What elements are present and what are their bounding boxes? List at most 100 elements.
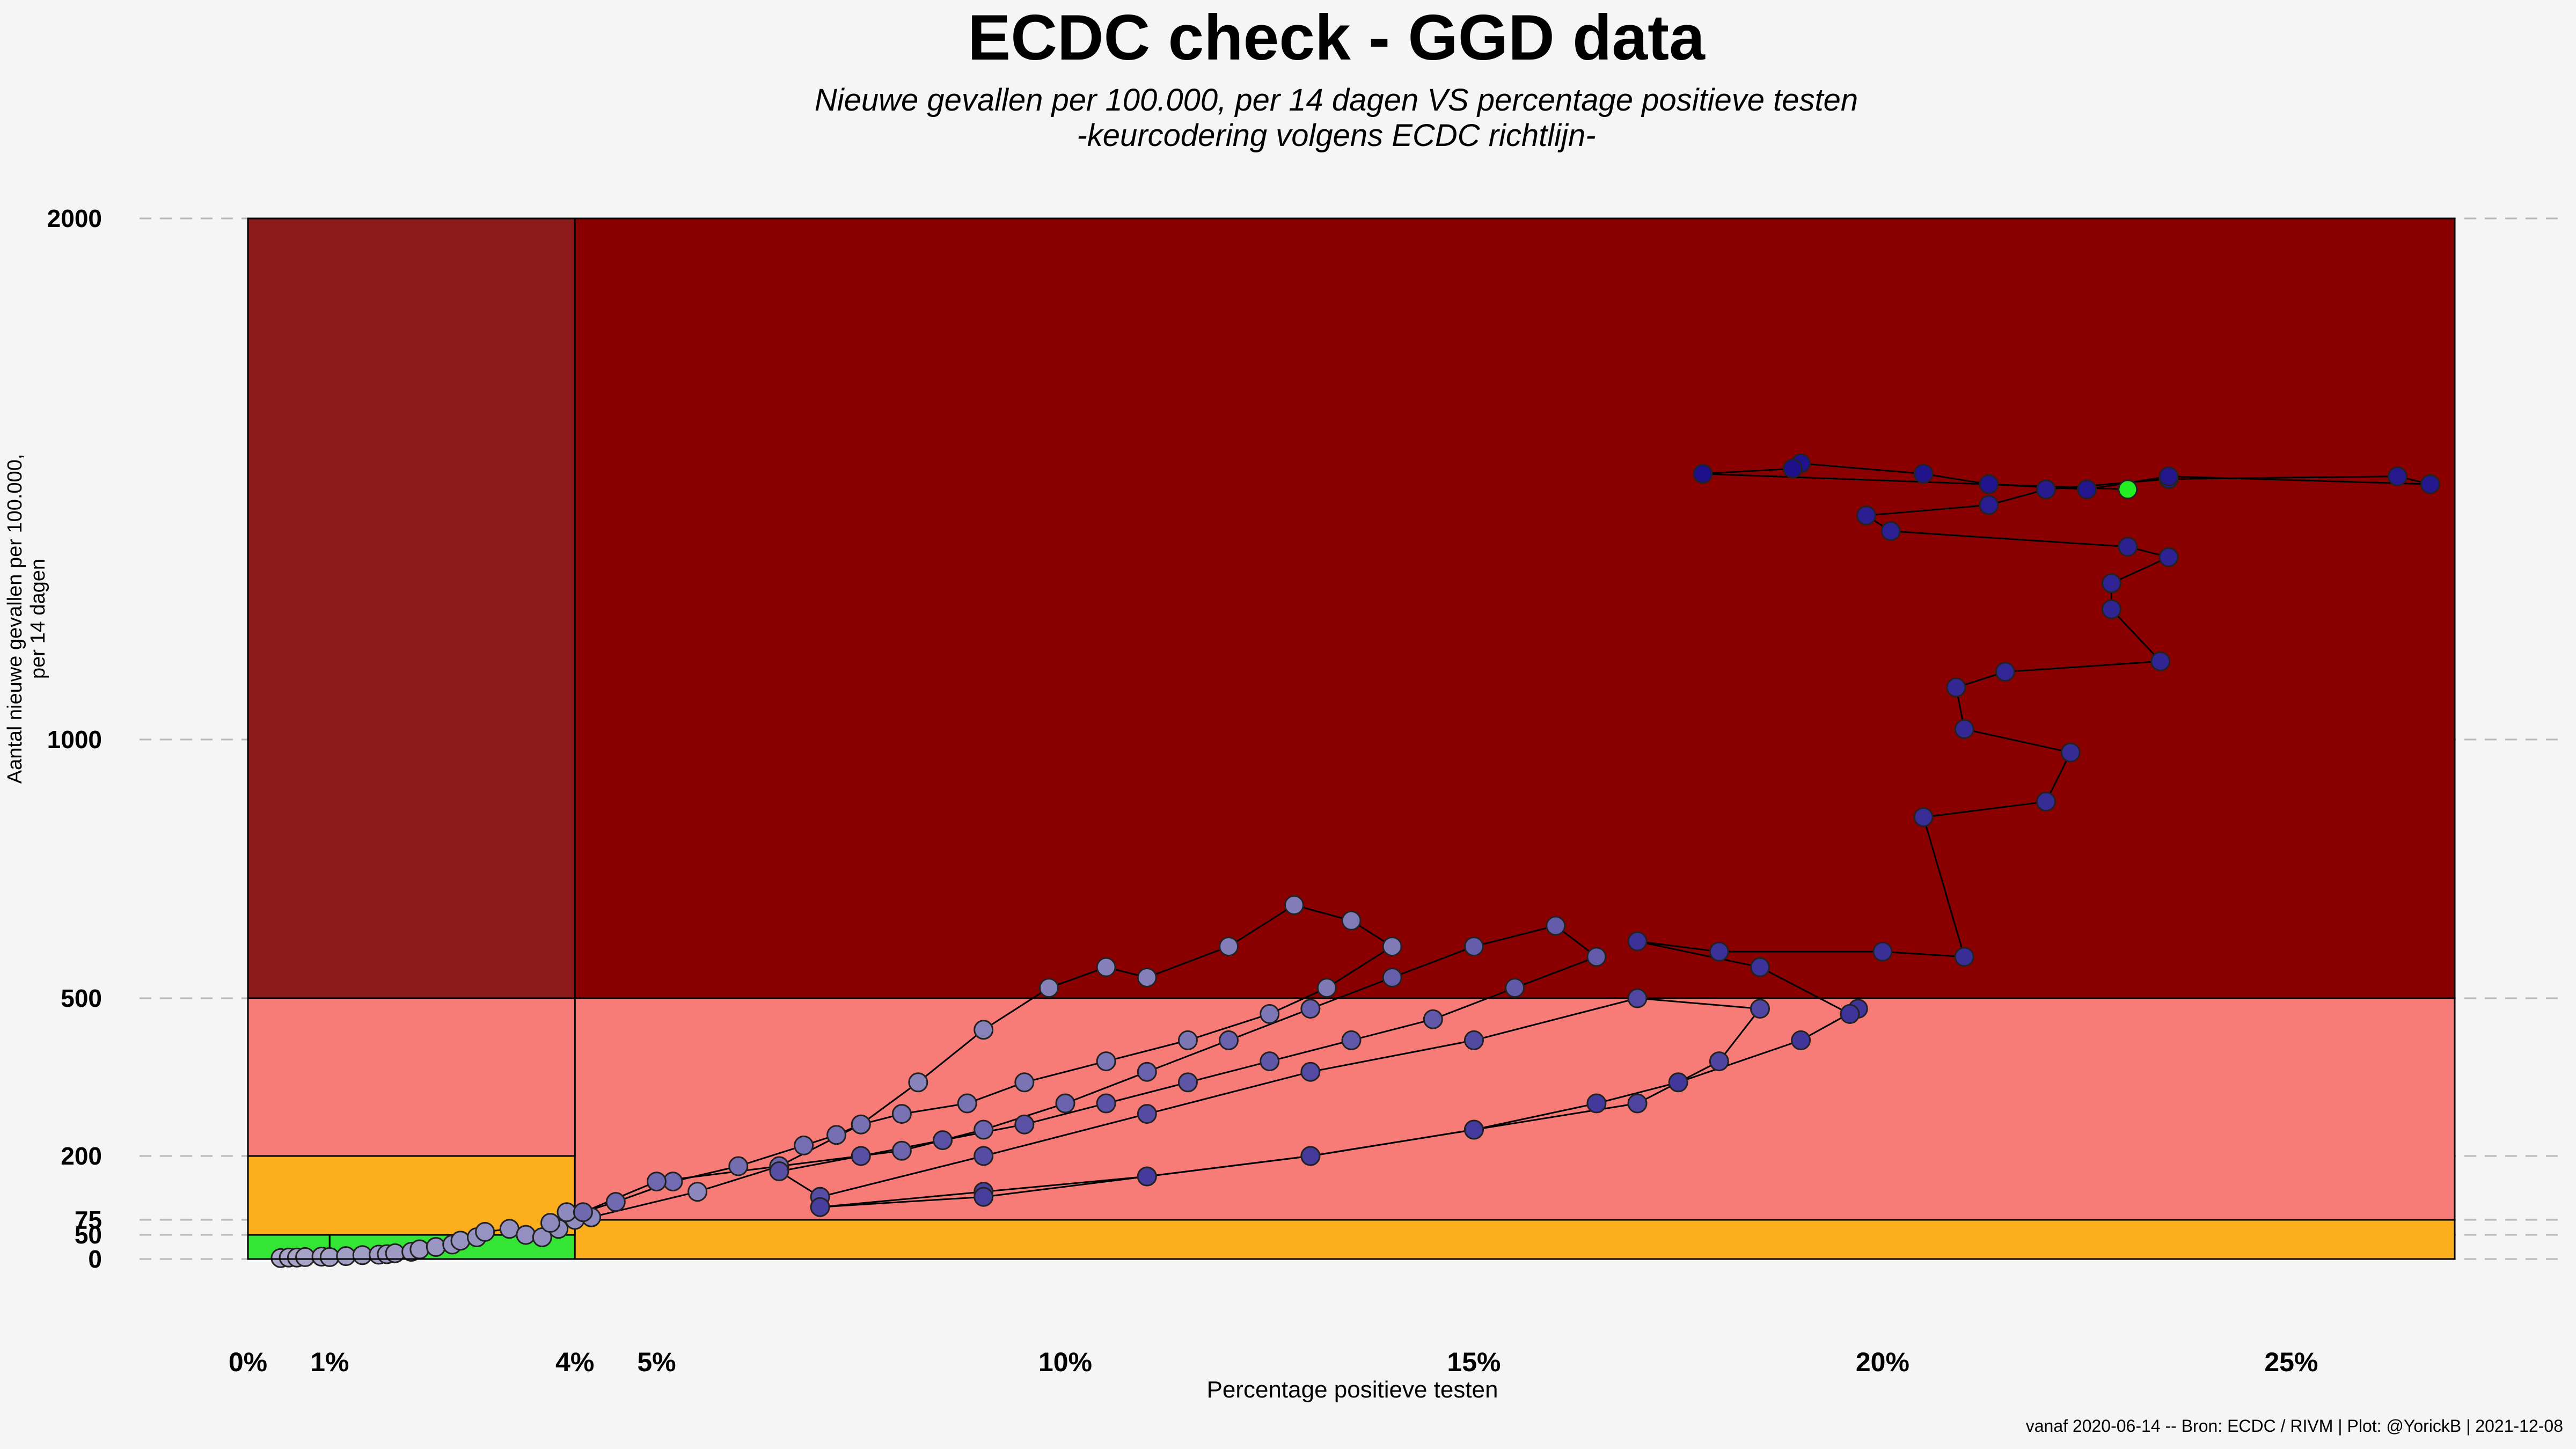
data-point xyxy=(2118,537,2138,557)
data-point xyxy=(1284,895,1304,915)
data-point xyxy=(974,1020,994,1040)
data-point xyxy=(1260,1004,1280,1024)
data-point xyxy=(516,1225,536,1245)
x-tick-label: 5% xyxy=(637,1347,676,1377)
data-point xyxy=(974,1187,994,1207)
data-point xyxy=(1627,1093,1648,1114)
data-point xyxy=(1995,662,2015,682)
x-tick-label: 20% xyxy=(1856,1347,1909,1377)
data-point xyxy=(1137,1104,1157,1124)
y-tick-label: 0 xyxy=(88,1245,102,1273)
risk-zones xyxy=(247,217,2456,1260)
data-point xyxy=(1913,807,1934,828)
data-point xyxy=(1856,505,1876,525)
data-point xyxy=(1979,495,1999,515)
data-point xyxy=(605,1192,626,1212)
data-point xyxy=(573,1202,593,1223)
data-point xyxy=(1505,978,1525,998)
data-point xyxy=(1750,999,1770,1019)
data-point xyxy=(1750,957,1770,977)
data-point xyxy=(1668,1072,1688,1093)
x-axis-ticks: 0% 1% 4% 5% 10% 15% 20% 25% xyxy=(229,1347,2318,1377)
data-point xyxy=(2420,474,2440,494)
data-point xyxy=(295,1247,316,1267)
data-point xyxy=(1546,916,1566,936)
chart-subtitle-line-1: Nieuwe gevallen per 100.000, per 14 dage… xyxy=(814,83,1858,118)
zone-6 xyxy=(247,217,576,999)
data-point xyxy=(336,1246,356,1267)
data-point xyxy=(1782,458,1803,479)
data-point xyxy=(1627,988,1648,1008)
data-point xyxy=(1423,1009,1443,1029)
y-tick-label: 2000 xyxy=(47,204,102,232)
data-point xyxy=(957,1093,977,1114)
zone-7 xyxy=(574,217,2456,999)
data-point xyxy=(2101,573,2121,594)
data-point xyxy=(1300,999,1321,1019)
y-tick-label: 75 xyxy=(75,1206,102,1234)
data-point xyxy=(1219,1030,1239,1050)
data-point xyxy=(2158,547,2179,567)
source-caption: vanaf 2020-06-14 -- Bron: ECDC / RIVM | … xyxy=(2025,1416,2563,1436)
data-point xyxy=(499,1219,519,1239)
data-point xyxy=(1096,1051,1116,1072)
data-point xyxy=(1177,1072,1198,1093)
plot-frame xyxy=(247,217,2456,1260)
data-point xyxy=(974,1146,994,1166)
y-tick-label: 200 xyxy=(61,1142,102,1170)
data-point xyxy=(1382,936,1402,957)
data-point xyxy=(1096,1093,1116,1114)
x-tick-label: 10% xyxy=(1038,1347,1092,1377)
data-point xyxy=(810,1197,830,1217)
data-point xyxy=(1055,1093,1075,1114)
data-point xyxy=(769,1161,789,1182)
data-point xyxy=(1300,1062,1321,1082)
data-point xyxy=(1137,1166,1157,1187)
data-point xyxy=(1341,1030,1362,1050)
data-point xyxy=(1219,936,1239,957)
plot-border xyxy=(247,217,2456,1260)
data-point xyxy=(1954,719,1974,740)
data-point xyxy=(540,1213,560,1233)
data-point xyxy=(352,1245,372,1265)
x-tick-label: 1% xyxy=(310,1347,349,1377)
data-point xyxy=(2060,742,2081,763)
data-point xyxy=(2158,466,2179,487)
data-point xyxy=(409,1239,430,1260)
data-point xyxy=(1586,1093,1607,1114)
y-tick-label: 500 xyxy=(61,984,102,1012)
y-axis-label: Aantal nieuwe gevallen per 100.000, per … xyxy=(4,453,49,784)
data-point xyxy=(1946,677,1966,698)
data-point xyxy=(851,1146,871,1166)
data-point xyxy=(851,1114,871,1135)
data-point xyxy=(2036,792,2057,812)
data-point xyxy=(2150,651,2171,671)
x-tick-label: 0% xyxy=(229,1347,267,1377)
data-point xyxy=(2387,466,2407,487)
data-point xyxy=(1260,1051,1280,1072)
data-point xyxy=(1300,1146,1321,1166)
data-point xyxy=(663,1172,683,1192)
data-point xyxy=(1872,941,1893,962)
data-point xyxy=(1137,967,1157,987)
data-point xyxy=(1709,1051,1729,1072)
data-point xyxy=(646,1172,667,1192)
data-point xyxy=(1014,1114,1035,1135)
data-point xyxy=(1954,947,1974,967)
data-point xyxy=(426,1237,446,1257)
data-point xyxy=(1316,978,1337,998)
data-point xyxy=(1137,1062,1157,1082)
data-point xyxy=(1913,464,1934,484)
data-point xyxy=(1014,1072,1035,1093)
data-point xyxy=(319,1247,340,1267)
data-point xyxy=(1979,474,1999,494)
data-point xyxy=(974,1119,994,1140)
data-point xyxy=(687,1182,708,1202)
zone-3 xyxy=(247,1155,576,1236)
data-point xyxy=(794,1135,814,1155)
x-tick-label: 15% xyxy=(1447,1347,1501,1377)
data-point xyxy=(1586,947,1607,967)
data-point xyxy=(1039,978,1059,998)
data-point xyxy=(891,1104,912,1124)
